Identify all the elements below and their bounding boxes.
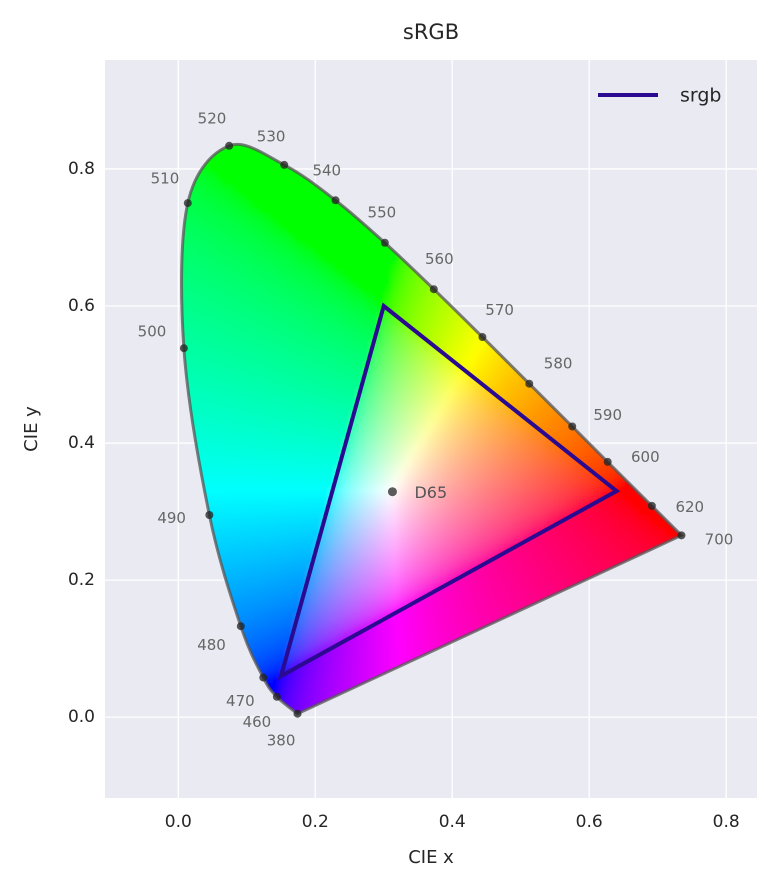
chart: 3804604704804905005105205305405505605705… <box>0 0 777 892</box>
